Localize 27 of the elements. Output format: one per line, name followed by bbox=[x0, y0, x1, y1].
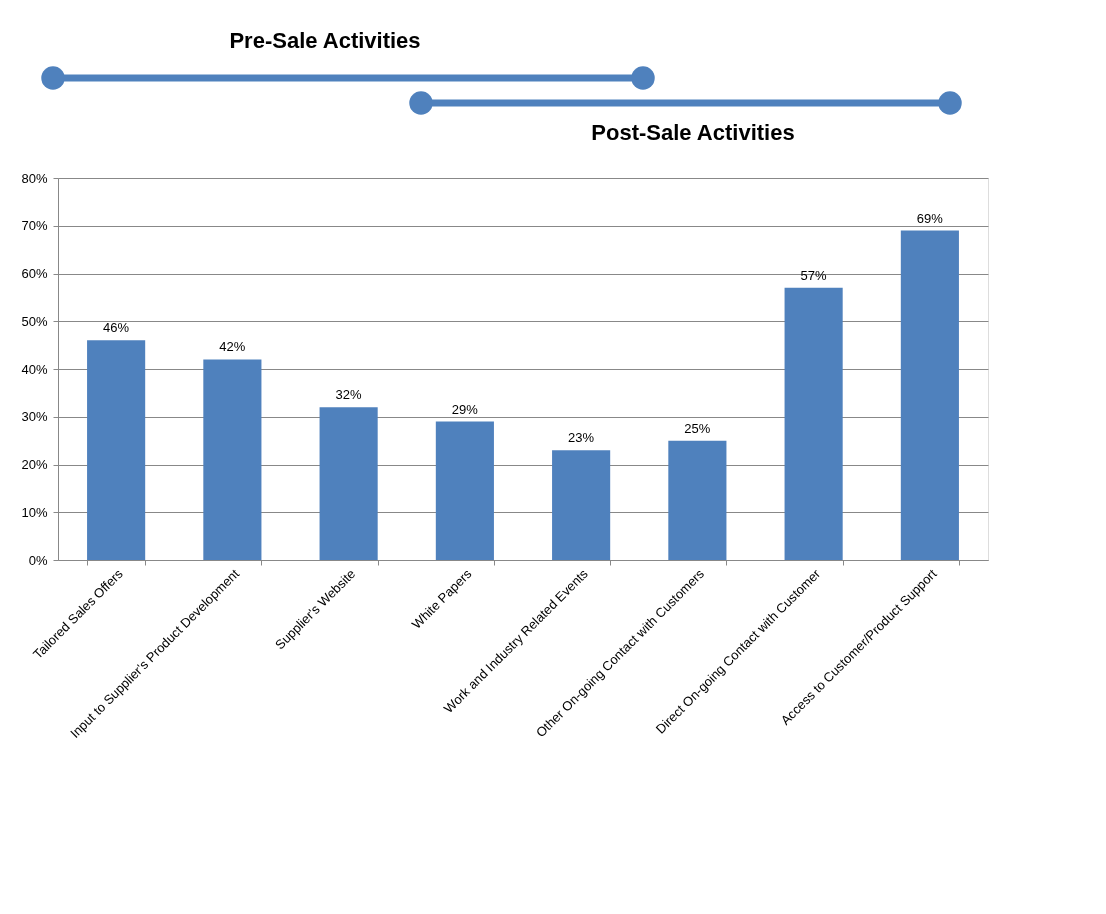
bar bbox=[668, 440, 727, 560]
text: Post-Sale Activities bbox=[591, 120, 795, 145]
y-tick-label: 30% bbox=[21, 409, 48, 425]
bar bbox=[552, 450, 611, 560]
y-tick-label: 0% bbox=[28, 552, 48, 568]
data-label: 25% bbox=[684, 420, 711, 436]
bar bbox=[435, 421, 494, 560]
data-label: 23% bbox=[568, 430, 595, 446]
y-tick-label: 40% bbox=[21, 361, 48, 377]
y-tick-label: 10% bbox=[21, 504, 48, 520]
y-tick-label: 80% bbox=[21, 170, 48, 186]
y-tick-label: 60% bbox=[21, 266, 48, 281]
bar bbox=[784, 287, 843, 560]
y-tick-label: 50% bbox=[21, 313, 48, 329]
data-label: 29% bbox=[451, 401, 479, 417]
data-label: 42% bbox=[219, 339, 246, 355]
y-tick-label: 20% bbox=[21, 457, 48, 472]
bar bbox=[319, 407, 378, 560]
y-tick-label: 70% bbox=[21, 218, 48, 234]
data-label: 57% bbox=[800, 267, 828, 283]
bar bbox=[87, 340, 146, 560]
bar bbox=[900, 230, 959, 560]
data-label: 69% bbox=[916, 210, 944, 226]
bar bbox=[203, 359, 262, 560]
data-label: 46% bbox=[103, 320, 130, 336]
data-label: 32% bbox=[335, 387, 363, 403]
text: Pre-Sale Activities bbox=[229, 28, 421, 53]
